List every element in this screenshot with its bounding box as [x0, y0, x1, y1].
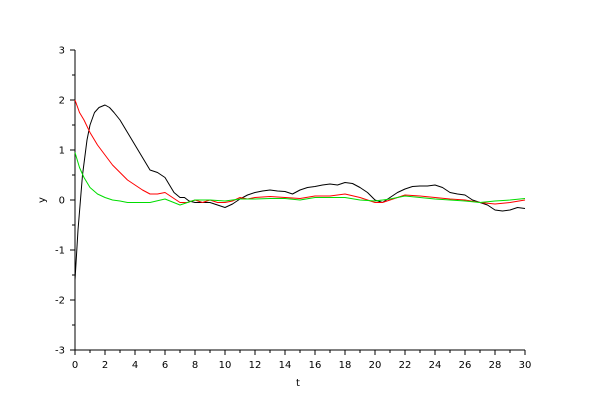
x-tick-label: 26 [459, 360, 472, 371]
x-tick-label: 12 [249, 360, 262, 371]
x-tick-label: 28 [489, 360, 502, 371]
x-tick-label: 10 [219, 360, 232, 371]
y-tick-label: 1 [59, 146, 65, 157]
y-axis-label: y [37, 197, 48, 203]
y-tick-label: -3 [55, 346, 65, 357]
x-tick-label: 16 [309, 360, 322, 371]
y-tick-label: -1 [55, 246, 65, 257]
y-tick-label: 3 [59, 46, 65, 57]
series-line-1 [74, 104, 526, 281]
x-tick-label: 0 [72, 360, 78, 371]
y-tick-label: -2 [55, 296, 65, 307]
x-tick-label: 22 [399, 360, 412, 371]
series-line-2 [74, 99, 526, 205]
series-line-3 [74, 152, 526, 206]
y-tick-label: 2 [59, 96, 65, 107]
x-axis-label: t [296, 378, 300, 389]
x-tick-label: 4 [132, 360, 138, 371]
series-layer [74, 99, 526, 281]
x-tick-label: 24 [429, 360, 442, 371]
x-tick-label: 2 [102, 360, 108, 371]
x-tick-label: 18 [339, 360, 352, 371]
x-tick-label: 6 [162, 360, 168, 371]
x-tick-label: 14 [279, 360, 292, 371]
x-tick-label: 20 [369, 360, 382, 371]
x-tick-label: 30 [519, 360, 532, 371]
x-tick-label: 8 [192, 360, 198, 371]
y-tick-label: 0 [59, 196, 65, 207]
